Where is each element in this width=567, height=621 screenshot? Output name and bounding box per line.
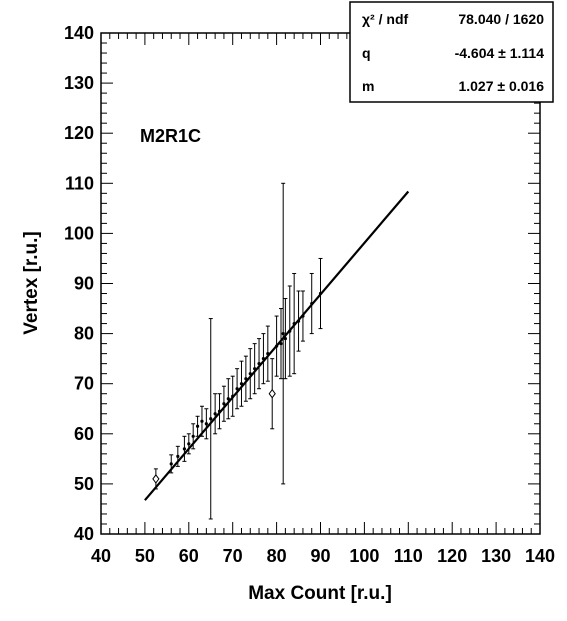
y-axis-label: Vertex [r.u.] [21, 231, 42, 335]
data-point [187, 442, 191, 446]
stats-box-frame [349, 1, 554, 103]
stats-label-chi2: χ² / ndf [362, 11, 408, 27]
data-point [235, 387, 239, 391]
y-tick-label: 90 [74, 274, 94, 294]
plot-annotation: M2R1C [140, 126, 201, 146]
y-tick-label: 100 [64, 223, 94, 243]
fit-line-group [144, 190, 410, 501]
data-point [226, 397, 230, 401]
data-point [169, 462, 173, 466]
x-tick-label: 50 [135, 546, 155, 566]
stats-label-q: q [362, 45, 371, 61]
data-point [191, 434, 195, 438]
y-tick-label: 110 [65, 173, 94, 193]
data-point [204, 422, 208, 426]
x-tick-label: 70 [223, 546, 243, 566]
x-tick-label: 100 [349, 546, 379, 566]
fit-line [144, 190, 410, 501]
x-tick-label: 60 [179, 546, 199, 566]
stats-box: χ² / ndf 78.040 / 1620 q -4.604 ± 1.114 … [349, 1, 554, 103]
data-point [195, 424, 200, 428]
x-tick-label: 80 [267, 546, 287, 566]
data-point [281, 332, 285, 336]
data-point [176, 454, 180, 458]
x-tick-label: 110 [394, 546, 423, 566]
y-tick-label: 80 [74, 324, 94, 344]
data-points [152, 182, 323, 520]
data-point [213, 412, 217, 416]
x-tick-label: 120 [437, 546, 467, 566]
x-tick-label: 130 [481, 546, 511, 566]
y-tick-label: 50 [74, 474, 94, 494]
x-axis: 40 50 60 70 80 90 100 110 120 130 140 [91, 33, 555, 566]
data-point [209, 417, 213, 421]
x-tick-label: 90 [310, 546, 330, 566]
data-point [200, 419, 204, 423]
y-tick-label: 120 [64, 123, 94, 143]
y-tick-label: 70 [74, 374, 94, 394]
data-point [152, 474, 160, 484]
stats-value-q: -4.604 ± 1.114 [455, 45, 545, 61]
stats-value-m: 1.027 ± 0.016 [458, 78, 544, 94]
stats-value-chi2: 78.040 / 1620 [458, 11, 544, 27]
x-axis-label: Max Count [r.u.] [248, 583, 392, 604]
x-tick-label: 140 [525, 546, 555, 566]
x-tick-label: 40 [91, 546, 111, 566]
data-point [182, 447, 187, 451]
data-point [222, 402, 226, 406]
y-tick-label: 140 [64, 23, 94, 43]
y-tick-label: 60 [74, 424, 94, 444]
y-tick-label: 130 [64, 73, 94, 93]
data-point [268, 388, 276, 399]
y-tick-label: 40 [74, 524, 94, 544]
y-axis: 40 50 60 70 80 90 100 110 120 130 140 [64, 23, 540, 544]
stats-label-m: m [362, 78, 374, 94]
